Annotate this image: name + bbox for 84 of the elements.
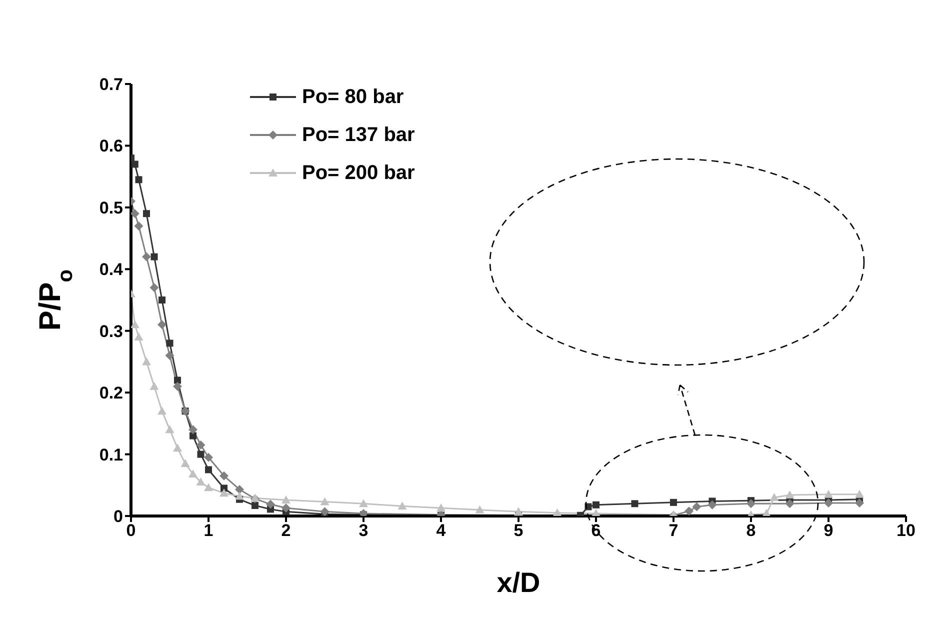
point <box>134 221 144 230</box>
legend-label: Po= 200 bar <box>302 162 415 184</box>
point <box>166 340 174 347</box>
point <box>235 492 244 500</box>
point <box>205 466 212 474</box>
point <box>785 499 794 508</box>
point <box>220 488 228 497</box>
point <box>158 320 166 330</box>
point <box>692 502 702 512</box>
point <box>204 452 213 462</box>
point <box>552 508 562 516</box>
y-tick-label: 0.6 <box>99 136 123 156</box>
point <box>785 490 794 499</box>
x-axis-title: x/D <box>496 567 540 598</box>
point <box>143 210 150 218</box>
point <box>398 502 407 510</box>
point <box>266 500 275 509</box>
point <box>320 507 330 516</box>
legend-label: Po= 137 bar <box>302 124 415 146</box>
point <box>131 209 140 218</box>
point <box>190 432 196 440</box>
y-tick-label: 0.1 <box>99 445 123 464</box>
point <box>188 470 198 478</box>
point <box>514 507 523 516</box>
point <box>824 498 833 508</box>
point <box>235 484 244 494</box>
point <box>475 505 484 514</box>
x-tick-label: 4 <box>436 521 446 540</box>
point <box>320 497 330 506</box>
y-tick-label: 0.3 <box>99 322 123 341</box>
point <box>196 478 206 486</box>
point <box>855 498 864 508</box>
point <box>282 495 290 504</box>
point <box>165 425 174 434</box>
x-tick-label: 1 <box>204 521 214 540</box>
y-tick-label: 0.4 <box>99 260 124 280</box>
x-tick-label: 3 <box>358 521 368 540</box>
point <box>150 253 158 260</box>
point <box>220 471 228 480</box>
point <box>180 459 190 468</box>
x-tick-label: 7 <box>668 521 678 540</box>
point <box>134 332 144 341</box>
point <box>746 499 756 508</box>
point <box>158 406 166 415</box>
point <box>142 357 151 366</box>
point <box>436 503 446 512</box>
y-tick-label: 0.5 <box>99 198 123 218</box>
point <box>174 376 181 384</box>
point <box>135 176 142 184</box>
point <box>158 296 166 304</box>
point <box>142 252 151 262</box>
x-tick-label: 0 <box>126 521 136 540</box>
legend-label: Po= 80 bar <box>302 86 404 108</box>
point <box>150 382 159 390</box>
x-tick-label: 9 <box>824 521 834 540</box>
y-tick-label: 0.2 <box>99 384 123 403</box>
point <box>204 483 213 492</box>
point <box>165 351 174 360</box>
point <box>631 500 638 508</box>
point <box>131 320 140 328</box>
x-tick-label: 5 <box>514 521 524 540</box>
point <box>708 500 717 510</box>
point <box>359 499 368 508</box>
point <box>770 492 779 501</box>
point <box>824 490 833 498</box>
point <box>855 490 864 498</box>
x-tick-label: 8 <box>746 521 756 540</box>
point <box>131 160 138 168</box>
x-tick-label: 10 <box>896 521 916 540</box>
point <box>173 382 182 391</box>
x-tick-label: 2 <box>281 521 291 540</box>
point <box>592 501 600 508</box>
point <box>196 440 206 450</box>
y-tick-label: 0 <box>114 507 123 526</box>
point <box>188 425 198 434</box>
point <box>282 503 290 512</box>
point <box>220 484 228 492</box>
point <box>150 283 159 292</box>
point <box>670 498 677 506</box>
point <box>173 444 182 452</box>
point <box>197 450 204 458</box>
point <box>684 506 694 516</box>
point <box>252 502 258 510</box>
y-tick-label: 0.7 <box>99 75 123 94</box>
